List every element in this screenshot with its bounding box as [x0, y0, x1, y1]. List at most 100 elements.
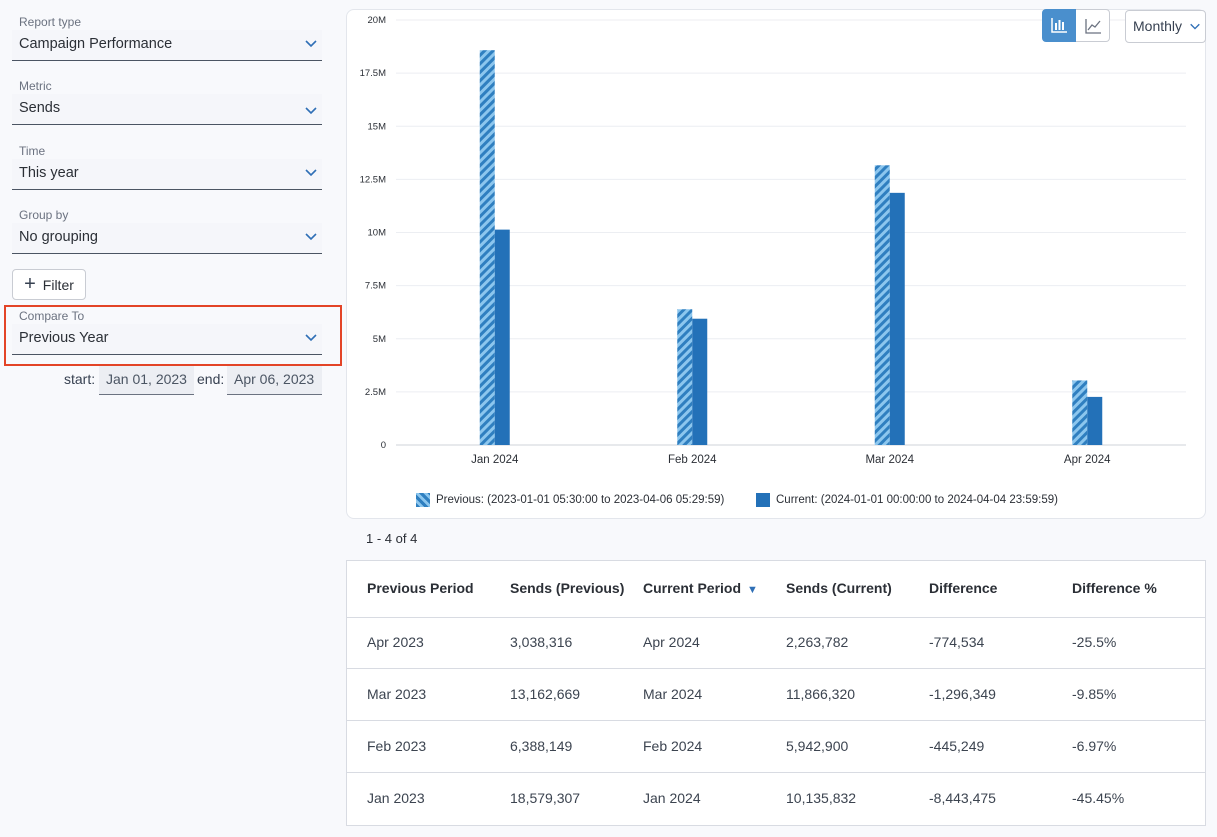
legend-swatch-previous	[416, 493, 430, 507]
cell-current-period: Apr 2024	[643, 634, 700, 650]
y-tick-label: 7.5M	[365, 281, 386, 292]
metric-value: Sends	[19, 100, 61, 116]
legend-swatch-current	[756, 493, 770, 507]
cell-difference: -445,249	[929, 738, 985, 754]
chevron-down-icon	[305, 40, 317, 48]
y-tick-label: 10M	[368, 228, 387, 239]
line-chart-icon	[1085, 19, 1101, 34]
legend-label-previous: Previous: (2023-01-01 05:30:00 to 2023-0…	[436, 494, 725, 506]
chevron-down-icon	[1190, 23, 1200, 30]
column-header-sends-current[interactable]: Sends (Current)	[786, 580, 892, 596]
cell-previous-period: Feb 2023	[367, 738, 427, 754]
table-row: Mar 2023 13,162,669 Mar 2024 11,866,320 …	[347, 669, 1205, 721]
add-filter-label: Filter	[42, 276, 74, 293]
y-tick-label: 17.5M	[360, 68, 386, 79]
comparison-table: Previous Period Sends (Previous) Current…	[346, 560, 1206, 826]
cell-previous-period: Apr 2023	[367, 634, 424, 650]
y-tick-label: 0	[381, 440, 386, 451]
time-value: This year	[19, 165, 79, 181]
plus-icon: +	[24, 272, 36, 295]
table-row: Jan 2023 18,579,307 Jan 2024 10,135,832 …	[347, 773, 1205, 824]
cell-current-period: Jan 2024	[643, 790, 701, 806]
y-tick-label: 15M	[368, 121, 387, 132]
time-label: Time	[19, 144, 46, 158]
end-date-input[interactable]: Apr 06, 2023	[227, 366, 322, 395]
legend-item-previous[interactable]: Previous: (2023-01-01 05:30:00 to 2023-0…	[416, 493, 724, 507]
compare-to-label: Compare To	[19, 309, 85, 323]
cell-current-period: Feb 2024	[643, 738, 703, 754]
report-type-value: Campaign Performance	[19, 36, 173, 52]
current-period-label: Current Period	[643, 580, 742, 596]
group-by-value: No grouping	[19, 229, 98, 245]
time-select[interactable]: Time This year	[12, 143, 322, 190]
table-row: Apr 2023 3,038,316 Apr 2024 2,263,782 -7…	[347, 617, 1205, 669]
bar-previous	[479, 50, 495, 445]
metric-select[interactable]: Metric Sends	[12, 78, 322, 125]
cell-difference-pct: -6.97%	[1072, 738, 1117, 754]
end-label: end:	[197, 371, 225, 387]
compare-to-select[interactable]: Compare To Previous Year	[12, 308, 322, 355]
bar-current	[692, 318, 708, 445]
cell-difference: -774,534	[929, 634, 985, 650]
column-header-sends-previous[interactable]: Sends (Previous)	[510, 580, 625, 596]
legend-item-current[interactable]: Current: (2024-01-01 00:00:00 to 2024-04…	[756, 493, 1058, 507]
cell-sends-current: 2,263,782	[786, 634, 849, 650]
cell-sends-previous: 13,162,669	[510, 686, 581, 702]
interval-select[interactable]: Monthly	[1125, 10, 1206, 43]
report-type-label: Report type	[19, 15, 82, 29]
column-header-difference-pct[interactable]: Difference %	[1072, 580, 1157, 596]
cell-difference: -1,296,349	[929, 686, 996, 702]
column-header-current-period[interactable]: Current Period ▼	[643, 580, 758, 596]
bar-chart: 0 2.5M 5M 7.5M 10M 12.5M 15M 17.5M 20M Jan 2024 Fe…	[360, 15, 1186, 466]
cell-sends-previous: 3,038,316	[510, 634, 573, 650]
cell-difference-pct: -45.45%	[1072, 790, 1125, 806]
cell-sends-previous: 18,579,307	[510, 790, 581, 806]
cell-difference-pct: -9.85%	[1072, 686, 1117, 702]
cell-sends-current: 10,135,832	[786, 790, 857, 806]
legend-label-current: Current: (2024-01-01 00:00:00 to 2024-04…	[776, 494, 1058, 506]
y-tick-label: 5M	[373, 334, 386, 345]
table-row: Feb 2023 6,388,149 Feb 2024 5,942,900 -4…	[347, 721, 1205, 773]
bar-previous	[677, 309, 693, 445]
start-date-input[interactable]: Jan 01, 2023	[99, 366, 194, 395]
group-by-label: Group by	[19, 208, 69, 222]
compare-to-value: Previous Year	[19, 330, 109, 346]
bar-previous	[874, 165, 890, 446]
compare-to-highlight	[4, 305, 342, 366]
sort-desc-icon: ▼	[747, 584, 758, 596]
cell-difference: -8,443,475	[929, 790, 996, 806]
bar-chart-icon	[1051, 18, 1067, 33]
x-tick-label: Mar 2024	[865, 454, 914, 466]
cell-sends-current: 11,866,320	[786, 686, 856, 702]
bar-chart-toggle[interactable]	[1042, 9, 1077, 42]
cell-sends-previous: 6,388,149	[510, 738, 573, 754]
add-filter-button[interactable]: + Filter	[12, 269, 86, 300]
chevron-down-icon	[305, 233, 317, 241]
bar-current	[889, 192, 905, 445]
pagination-range: 1 - 4 of 4	[366, 531, 418, 546]
x-tick-label: Feb 2024	[668, 454, 717, 466]
chevron-down-icon	[305, 107, 317, 115]
x-tick-label: Apr 2024	[1064, 454, 1111, 466]
report-type-select[interactable]: Report type Campaign Performance	[12, 14, 322, 61]
metric-label: Metric	[19, 79, 52, 93]
column-header-difference[interactable]: Difference	[929, 580, 998, 596]
y-tick-label: 2.5M	[365, 387, 386, 398]
bar-current	[494, 229, 510, 445]
group-by-select[interactable]: Group by No grouping	[12, 207, 322, 254]
bar-previous	[1072, 380, 1088, 445]
cell-sends-current: 5,942,900	[786, 738, 849, 754]
column-header-previous-period[interactable]: Previous Period	[367, 580, 474, 596]
cell-previous-period: Mar 2023	[367, 686, 427, 702]
cell-current-period: Mar 2024	[643, 686, 703, 702]
start-label: start:	[64, 371, 96, 387]
cell-previous-period: Jan 2023	[367, 790, 425, 806]
table-header-row: Previous Period Sends (Previous) Current…	[347, 561, 1205, 618]
line-chart-toggle[interactable]	[1076, 9, 1110, 42]
chevron-down-icon	[305, 169, 317, 177]
interval-value: Monthly	[1133, 18, 1183, 34]
y-tick-label: 12.5M	[360, 174, 386, 185]
chevron-down-icon	[305, 334, 317, 342]
bar-current	[1087, 396, 1103, 445]
cell-difference-pct: -25.5%	[1072, 634, 1117, 650]
